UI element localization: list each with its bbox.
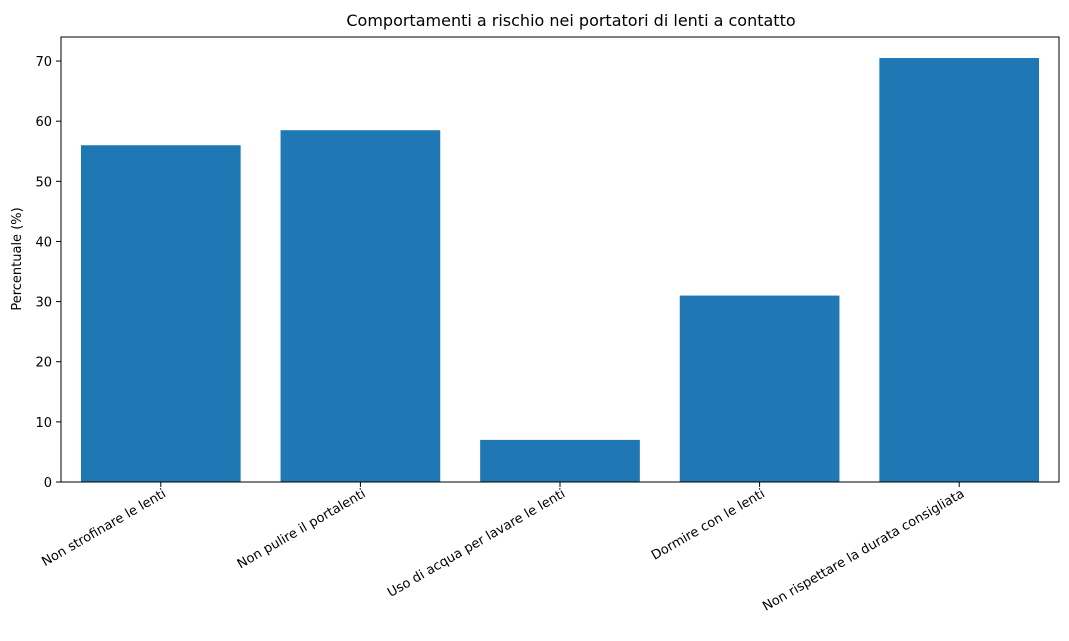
y-tick-label-7: 70 bbox=[35, 55, 52, 70]
y-axis-label: Percentuale (%) bbox=[10, 207, 25, 310]
y-axis: 0 10 20 30 40 50 60 70 bbox=[35, 55, 61, 491]
x-tick-label-0: Non strofinare le lenti bbox=[39, 486, 168, 569]
y-tick-label-4: 40 bbox=[35, 235, 52, 250]
bar-3 bbox=[679, 295, 840, 482]
y-tick-label-1: 10 bbox=[35, 416, 52, 431]
x-axis: Non strofinare le lenti Non pulire il por… bbox=[39, 482, 967, 615]
plot-frame bbox=[60, 36, 1060, 483]
x-tick-label-3: Dormire con le lenti bbox=[649, 486, 768, 563]
y-tick-label-3: 30 bbox=[35, 296, 52, 311]
bar-4 bbox=[879, 58, 1040, 482]
x-tick-label-2: Uso di acqua per lavare le lenti bbox=[385, 486, 568, 600]
bar-0 bbox=[80, 145, 241, 483]
y-tick-label-5: 50 bbox=[35, 175, 52, 190]
x-tick-label-1: Non pulire il portalenti bbox=[235, 486, 368, 572]
bar-2 bbox=[480, 439, 640, 482]
y-tick-label-0: 0 bbox=[44, 476, 52, 491]
y-tick-label-6: 60 bbox=[35, 115, 52, 130]
bar-1 bbox=[280, 130, 441, 482]
y-tick-label-2: 20 bbox=[35, 356, 52, 371]
x-tick-label-4: Non rispettare la durata consigliata bbox=[760, 486, 967, 614]
bars-group bbox=[80, 58, 1040, 483]
chart-title: Comportamenti a rischio nei portatori di… bbox=[346, 11, 795, 30]
